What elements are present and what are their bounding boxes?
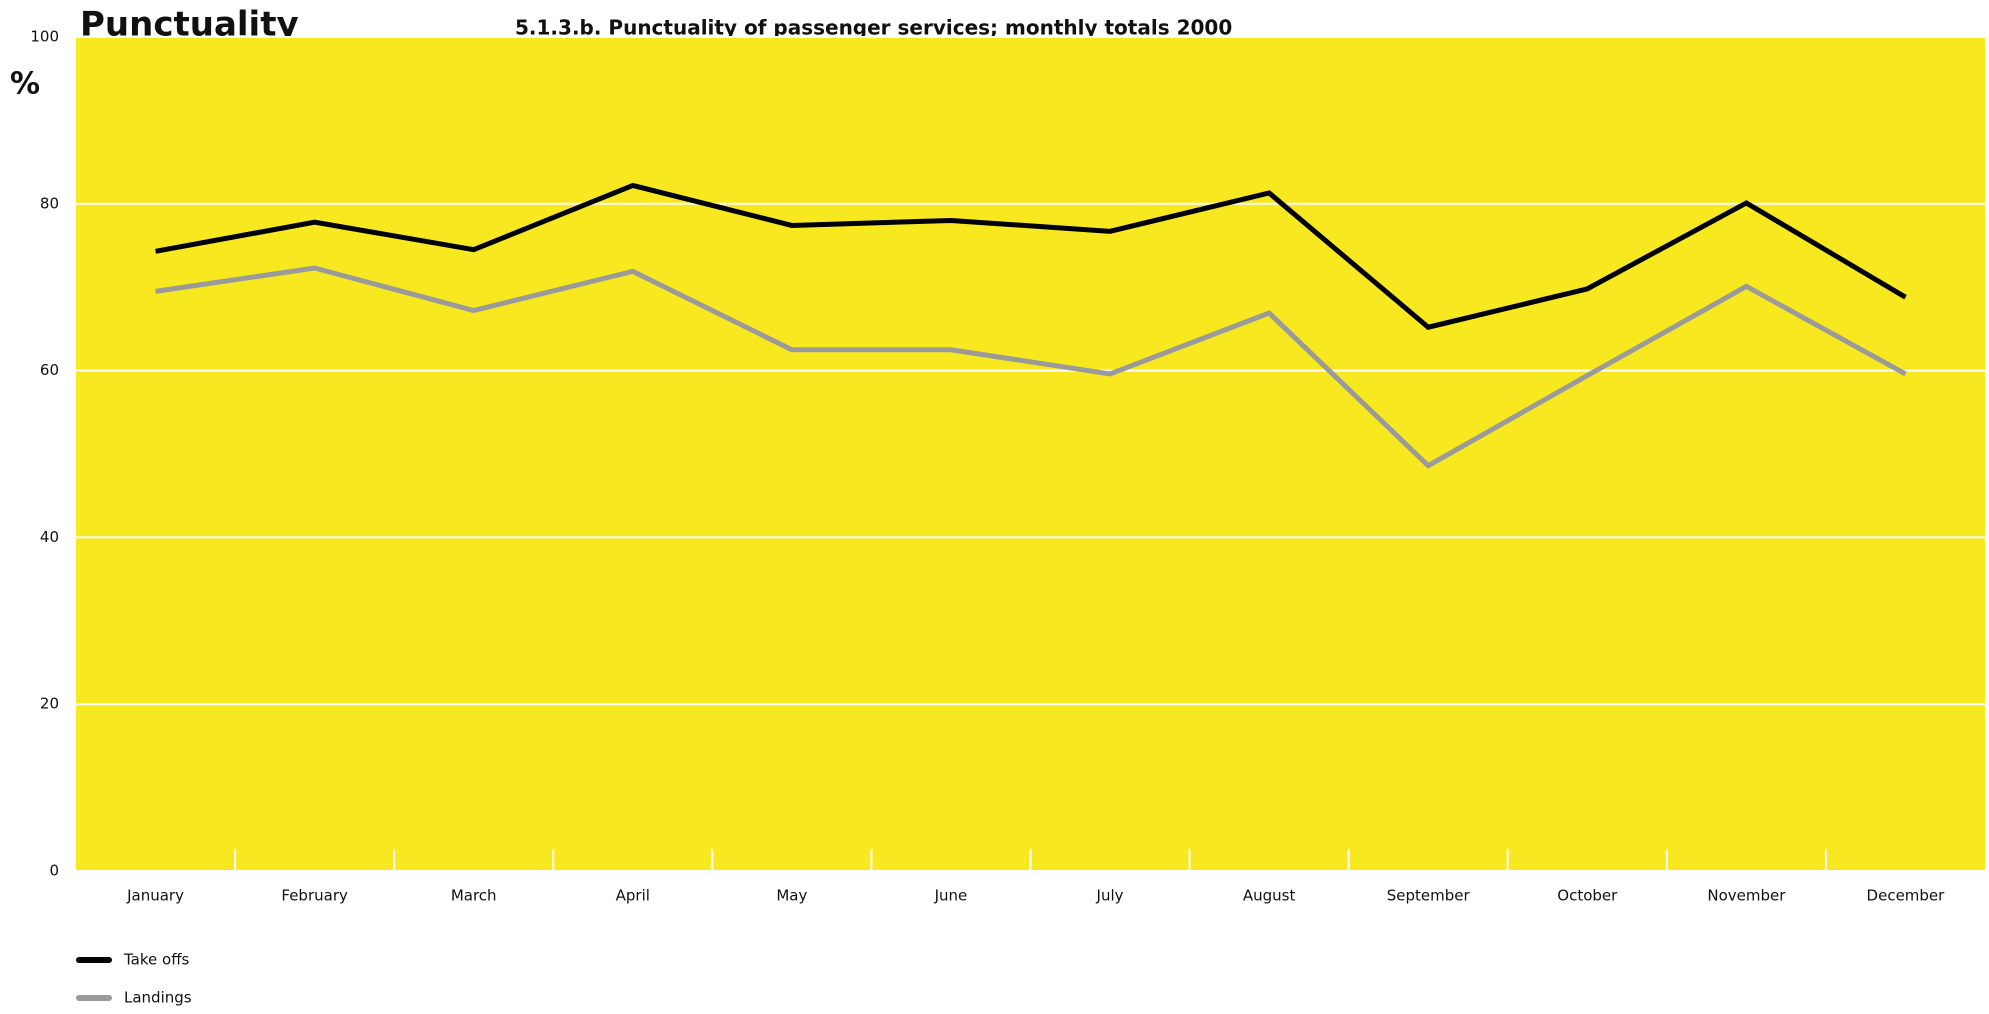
x-tick-label: July — [1096, 887, 1124, 905]
x-tick-label: February — [281, 887, 348, 905]
series-line — [155, 265, 1907, 469]
y-tick-label: 40 — [40, 528, 59, 546]
x-tick-label: May — [776, 887, 807, 905]
y-tick-label: 20 — [40, 695, 59, 713]
series-line — [155, 182, 1907, 330]
y-tick-label: 80 — [40, 194, 59, 212]
y-tick-label: 100 — [30, 28, 59, 46]
x-tick-label: December — [1867, 887, 1946, 905]
x-tick-label: March — [451, 887, 497, 905]
legend-label: Landings — [124, 989, 192, 1007]
y-tick-label: 60 — [40, 361, 59, 379]
chart-subtitle: 5.1.3.b. Punctuality of passenger servic… — [515, 16, 1232, 40]
y-axis-label: % — [10, 67, 40, 102]
x-tick-label: June — [934, 887, 968, 905]
plot-background — [76, 37, 1985, 871]
x-tick-label: August — [1243, 887, 1296, 905]
x-tick-label: November — [1707, 887, 1786, 905]
legend-label: Take offs — [123, 951, 190, 969]
x-tick-label: April — [616, 887, 650, 905]
x-tick-label: October — [1557, 887, 1618, 905]
x-tick-label: January — [126, 887, 184, 905]
y-tick-label: 0 — [49, 862, 59, 880]
x-tick-label: September — [1387, 887, 1471, 905]
